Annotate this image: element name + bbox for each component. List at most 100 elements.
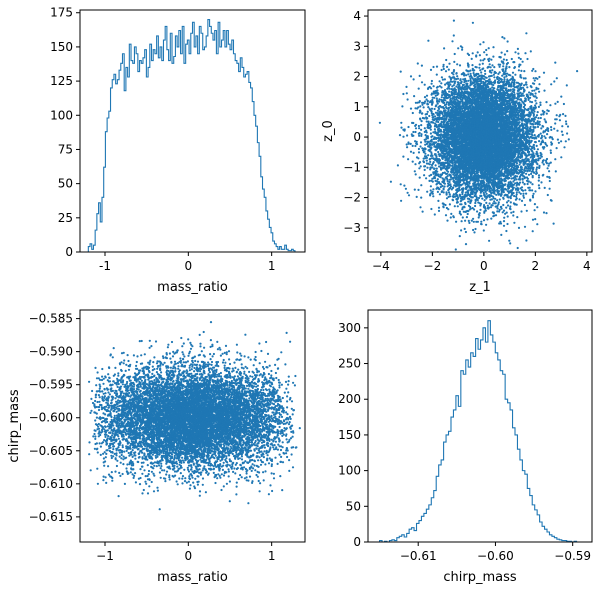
scatter-point — [485, 80, 487, 82]
scatter-point — [484, 199, 486, 201]
scatter-point — [560, 96, 562, 98]
scatter-point — [437, 140, 439, 142]
scatter-point — [525, 173, 527, 175]
scatter-point — [420, 165, 422, 167]
scatter-point — [490, 59, 492, 61]
scatter-point — [390, 181, 392, 183]
scatter-point — [501, 36, 503, 38]
scatter-point — [516, 193, 518, 195]
scatter-point — [412, 145, 414, 147]
scatter-point — [402, 136, 404, 138]
scatter-point — [412, 161, 414, 163]
scatter-point — [503, 76, 505, 78]
scatter-point — [405, 86, 407, 88]
scatter-point — [513, 195, 515, 197]
scatter-point — [418, 167, 420, 169]
scatter-point — [534, 79, 536, 81]
scatter-point — [478, 197, 480, 199]
scatter-point — [430, 208, 432, 210]
scatter-point — [542, 110, 544, 112]
scatter-point — [501, 75, 503, 77]
scatter-point — [506, 223, 508, 225]
scatter-point — [425, 177, 427, 179]
scatter-point — [499, 198, 501, 200]
scatter-point — [535, 87, 537, 89]
scatter-point — [452, 215, 454, 217]
scatter-point — [491, 86, 493, 88]
scatter-point — [461, 208, 463, 210]
scatter-point — [503, 220, 505, 222]
scatter-point — [418, 125, 420, 127]
scatter-point — [420, 141, 422, 143]
scatter-point — [493, 200, 495, 202]
scatter-point — [496, 210, 498, 212]
scatter-point — [424, 96, 426, 98]
y-tick-label: 175 — [50, 6, 73, 20]
scatter-point — [512, 72, 514, 74]
scatter-point — [534, 218, 536, 220]
y-tick-label: 125 — [50, 74, 73, 88]
scatter-point — [420, 197, 422, 199]
scatter-point — [443, 128, 445, 130]
scatter-point — [480, 221, 482, 223]
scatter-point — [416, 196, 418, 198]
scatter-point — [437, 86, 439, 88]
scatter-point — [534, 100, 536, 102]
scatter-point — [512, 214, 514, 216]
scatter-point — [449, 203, 451, 205]
scatter-point — [420, 129, 422, 131]
scatter-point — [483, 219, 485, 221]
scatter-point — [419, 105, 421, 107]
scatter-point — [488, 58, 490, 60]
scatter-point — [456, 63, 458, 65]
scatter-point — [536, 145, 538, 147]
scatter-point — [479, 54, 481, 56]
scatter-point — [507, 62, 509, 64]
scatter-point — [437, 151, 439, 153]
scatter-point — [499, 66, 501, 68]
scatter-point — [529, 199, 531, 201]
scatter-point — [444, 185, 446, 187]
scatter-point — [515, 195, 517, 197]
scatter-point — [512, 174, 514, 176]
scatter-point — [419, 75, 421, 77]
x-tick-label: 1 — [268, 259, 276, 273]
scatter-point — [516, 191, 518, 193]
scatter-point — [516, 216, 518, 218]
scatter-point — [557, 139, 559, 141]
y-tick-label: 0 — [65, 245, 73, 259]
scatter-point — [484, 73, 486, 75]
scatter-point — [478, 216, 480, 218]
scatter-point — [436, 66, 438, 68]
scatter-point — [539, 102, 541, 104]
scatter-point — [400, 71, 402, 73]
scatter-point — [525, 81, 527, 83]
scatter-point — [456, 75, 458, 77]
scatter-point — [405, 188, 407, 190]
scatter-point — [550, 129, 552, 131]
scatter-point — [531, 183, 533, 185]
scatter-point — [400, 200, 402, 202]
scatter-point — [431, 83, 433, 85]
x-tick-label: -1 — [99, 259, 111, 273]
scatter-point — [517, 53, 519, 55]
scatter-point — [489, 202, 491, 204]
y-tick-label: 100 — [50, 108, 73, 122]
y-tick-label: 150 — [50, 40, 73, 54]
scatter-point — [489, 63, 491, 65]
scatter-point — [525, 100, 527, 102]
scatter-point — [539, 104, 541, 106]
scatter-point — [524, 97, 526, 99]
scatter-point — [420, 184, 422, 186]
scatter-point — [500, 234, 502, 236]
scatter-point — [492, 56, 494, 58]
scatter-point — [463, 84, 465, 86]
scatter-point — [560, 140, 562, 142]
scatter-point — [424, 141, 426, 143]
scatter-point — [414, 189, 416, 191]
scatter-point — [453, 184, 455, 186]
scatter-point — [467, 213, 469, 215]
scatter-point — [400, 127, 402, 129]
scatter-point — [432, 131, 434, 133]
